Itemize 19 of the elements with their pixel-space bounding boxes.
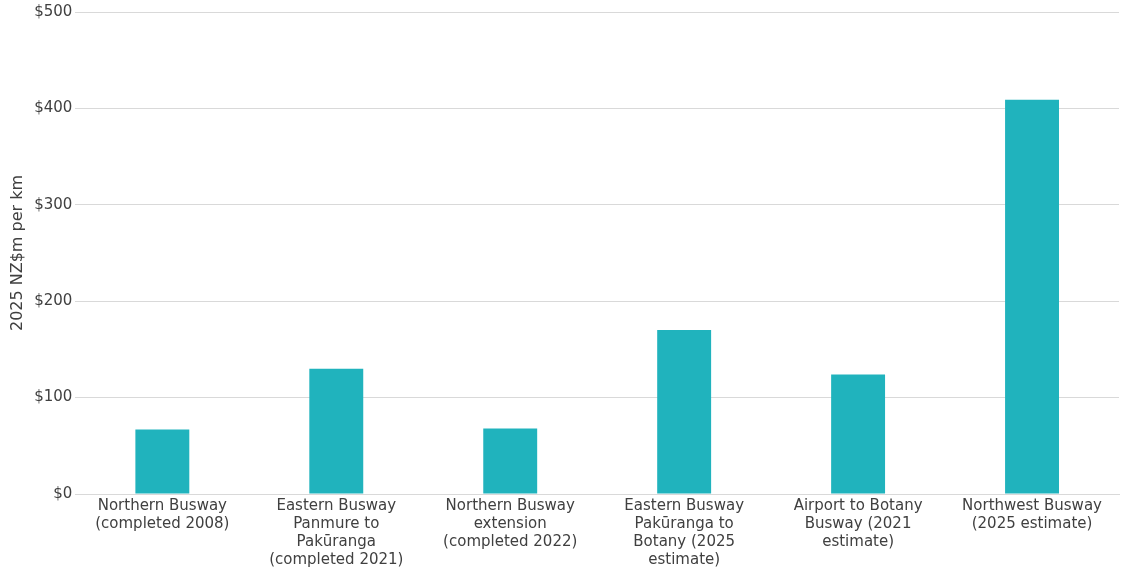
bar — [483, 428, 538, 494]
y-tick-label: $100 — [34, 387, 73, 406]
x-tick-label: Northern Busway extension (completed 2022) — [443, 495, 578, 550]
y-tick-label: $0 — [53, 483, 73, 502]
bar — [831, 374, 886, 494]
x-tick-label: Eastern Busway Panmure to Pakūranga (completed 2021) — [269, 495, 404, 568]
y-tick-label: $400 — [34, 98, 73, 117]
x-tick-label: Northern Busway (completed 2008) — [95, 495, 230, 532]
bar — [1005, 99, 1059, 494]
y-tick-label: $300 — [34, 194, 73, 213]
x-tick-label: Airport to Botany Busway (2021 estimate) — [793, 495, 923, 550]
bar — [135, 429, 190, 494]
y-axis-title: 2025 NZ$m per km — [6, 174, 26, 332]
bar — [657, 330, 712, 494]
bar — [309, 368, 364, 494]
x-tick-label: Northwest Busway (2025 estimate) — [962, 495, 1103, 532]
y-tick-label: $500 — [34, 1, 73, 20]
y-tick-label: $200 — [34, 291, 73, 310]
x-tick-label: Eastern Busway Pakūranga to Botany (2025 estimate) — [624, 495, 745, 568]
